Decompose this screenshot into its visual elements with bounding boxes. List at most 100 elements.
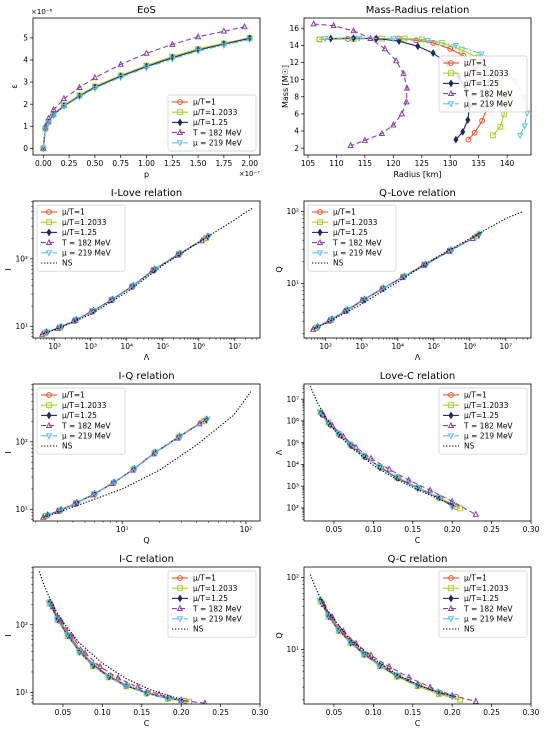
- legend-label-mu1: μ/T=1: [464, 59, 487, 68]
- plot-frame: [32, 566, 261, 705]
- legend-marker-T182: [45, 238, 53, 246]
- data-point-mu12033: [497, 123, 504, 130]
- data-point-mu125: [415, 42, 421, 51]
- x-tick-label: 0.30: [252, 708, 269, 717]
- legend-marker-mu125: [46, 411, 52, 420]
- plot-frame: [303, 383, 532, 522]
- legend-marker-mu125: [46, 228, 52, 237]
- x-tick-label: 0.05: [326, 525, 343, 534]
- data-point-mu219: [375, 464, 383, 471]
- legend-label-mu12033: μ/T=1.2033: [464, 584, 509, 593]
- y-tick-label: 0: [23, 144, 28, 153]
- x-tick-label: 0.20: [173, 708, 190, 717]
- data-point-mu219: [324, 419, 331, 426]
- legend-marker-mu12033: [317, 219, 323, 226]
- legend-marker-mu219: [176, 616, 184, 623]
- data-point-mu219: [152, 449, 160, 456]
- data-point-mu219: [452, 42, 460, 50]
- y-tick-label: 10³: [286, 482, 299, 491]
- data-point-T182: [448, 691, 456, 698]
- plot-frame: [32, 200, 261, 339]
- series-line-T182: [42, 26, 245, 149]
- data-point-mu219: [346, 639, 353, 646]
- legend-label-mu12033: μ/T=1.2033: [62, 218, 107, 227]
- data-point-mu219: [316, 597, 323, 604]
- chart-title: EoS: [137, 5, 156, 16]
- legend-label-T182: T = 182 MeV: [332, 238, 382, 247]
- data-point-mu219: [57, 324, 65, 331]
- x-axis-label: p: [144, 170, 149, 179]
- x-tick-label: 0.75: [112, 159, 129, 168]
- x-tick-label: 1.25: [164, 159, 181, 168]
- legend-label-mu125: μ/T=1.25: [62, 228, 97, 237]
- legend-label-mu125: μ/T=1.25: [193, 594, 228, 603]
- chart-title: Q-C relation: [387, 554, 447, 565]
- series-group: [40, 391, 252, 520]
- plot-frame: [32, 383, 261, 522]
- data-point-T182: [361, 136, 369, 143]
- x-tick-label: 10²: [319, 342, 332, 351]
- x-axis: 0.00 0.25 0.50 0.75 1.00 1.25 1.50 1.75 2.00: [35, 155, 258, 168]
- legend-marker-T182: [316, 238, 324, 246]
- x-tick-label: 105: [301, 159, 316, 168]
- data-point-T182: [143, 49, 150, 56]
- legend-label-mu219: μ = 219 MeV: [333, 249, 383, 258]
- data-point-mu219: [75, 648, 82, 656]
- legend-label-mu12033: μ/T=1.2033: [193, 584, 238, 593]
- data-point-mu219: [42, 126, 49, 133]
- legend-label-ns: NS: [464, 625, 475, 634]
- x-tick-label: 10⁶: [193, 342, 206, 351]
- data-point-mu219: [390, 36, 397, 43]
- legend-label-mu1: μ/T=1: [333, 208, 356, 217]
- legend-label-mu12033: μ/T=1.2033: [464, 401, 509, 410]
- data-point-T182: [472, 697, 480, 704]
- legend-label-mu219: μ = 219 MeV: [193, 615, 243, 624]
- data-point-T182: [96, 662, 104, 670]
- x-tick-label: 1.75: [216, 159, 233, 168]
- chart-iq: I-Q relation 10¹ 10² 10¹ 10² Q Iμ/T=1μ/T=1.203…: [4, 371, 261, 545]
- legend-label-T182: T = 182 MeV: [192, 128, 242, 137]
- series-line-ns: [311, 210, 524, 331]
- chart-mr: Mass-Radius relation 105 110 115 120 125 130 13…: [281, 5, 532, 179]
- x-tick-label: 0.05: [55, 708, 72, 717]
- y-axis: 10¹ 10²: [15, 201, 33, 337]
- x-tick-label: 0.15: [133, 708, 150, 717]
- y-tick-label: 10⁷: [286, 395, 299, 404]
- y-axis: 10² 10³ 10⁴ 10⁵ 10⁶ 10⁷: [286, 385, 304, 520]
- data-point-T182: [241, 22, 248, 30]
- x-tick-label: 10⁴: [391, 342, 404, 351]
- y-tick-label: 10: [289, 75, 299, 84]
- chart-title: Mass-Radius relation: [366, 5, 470, 16]
- data-point-mu219: [74, 500, 82, 507]
- y-tick-label: 10¹: [286, 645, 299, 654]
- x-tick-label: 2.00: [241, 159, 258, 168]
- data-point-mu219: [111, 479, 118, 486]
- y-tick-label: 10²: [286, 573, 299, 582]
- legend-label-mu219: μ = 219 MeV: [464, 432, 514, 441]
- data-point-T182: [398, 273, 406, 280]
- data-point-T182: [385, 465, 393, 472]
- legend-label-T182: T = 182 MeV: [463, 604, 513, 613]
- data-point-mu219: [130, 282, 138, 290]
- x-axis-label: C: [144, 719, 150, 728]
- data-point-T182: [202, 699, 208, 704]
- legend-marker-mu12033: [177, 585, 183, 592]
- data-point-mu1: [465, 136, 472, 143]
- data-point-mu219: [346, 441, 353, 449]
- y-tick-label: 6: [294, 110, 299, 119]
- legend-box: [167, 570, 257, 638]
- data-point-T182: [426, 486, 434, 493]
- series-line-T182: [52, 606, 205, 704]
- data-point-mu219: [334, 627, 342, 634]
- y-tick-label: 10²: [15, 620, 28, 629]
- legend-marker-mu219: [45, 433, 53, 440]
- y-tick-label: 10¹: [286, 279, 299, 288]
- legend-box: [36, 387, 126, 455]
- x-axis-label: Λ: [415, 353, 421, 362]
- data-point-mu219: [393, 672, 401, 680]
- data-point-mu219: [314, 324, 321, 331]
- y-axis-label: ε: [10, 84, 19, 88]
- x-tick-label: 0.10: [94, 708, 111, 717]
